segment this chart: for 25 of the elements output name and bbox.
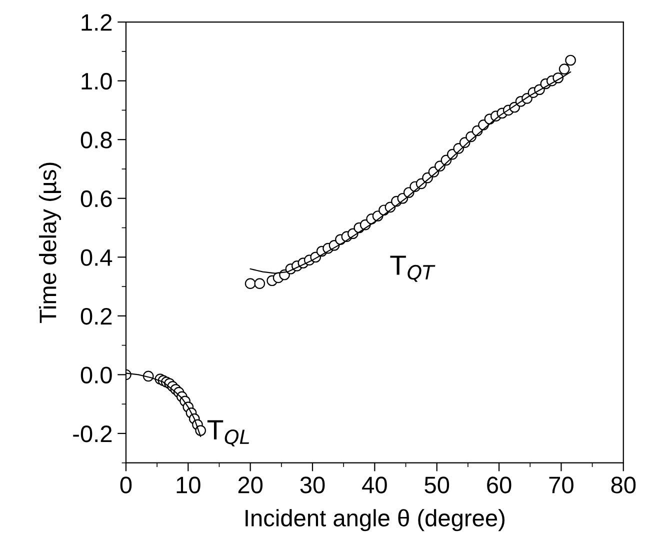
x-tick-label: 70 xyxy=(549,476,574,494)
y-tick-label: 0.0 xyxy=(80,366,112,384)
y-tick-label: 0.6 xyxy=(80,190,112,208)
x-tick-label: 20 xyxy=(238,476,263,494)
y-tick-label: 1.2 xyxy=(82,14,112,31)
x-tick-label: 50 xyxy=(424,476,450,494)
y-tick-label: 1.0 xyxy=(82,72,112,90)
annotation: T$_{QL}$ xyxy=(207,420,250,446)
y-tick-label: 0.2 xyxy=(80,308,112,325)
x-tick-label: 10 xyxy=(176,476,200,494)
x-tick-label: 60 xyxy=(487,476,512,494)
y-tick-label: 0.8 xyxy=(80,132,112,148)
x-axis-title: Incident angle θ (degree) xyxy=(246,509,504,532)
y-tick-label: 0.4 xyxy=(80,249,112,266)
point xyxy=(244,278,256,289)
x-tick-label: 40 xyxy=(362,476,387,494)
point xyxy=(254,278,266,289)
y-axis-title: Time delay (µs) xyxy=(38,162,61,324)
point xyxy=(565,54,576,66)
x-tick-label: 30 xyxy=(300,476,325,494)
annotation: T$_{QT}$ xyxy=(390,256,436,282)
point xyxy=(558,64,570,74)
x-tick-label: 0 xyxy=(120,476,132,494)
x-tick-label: 80 xyxy=(611,476,636,494)
y-tick-label: -0.2 xyxy=(73,426,112,442)
